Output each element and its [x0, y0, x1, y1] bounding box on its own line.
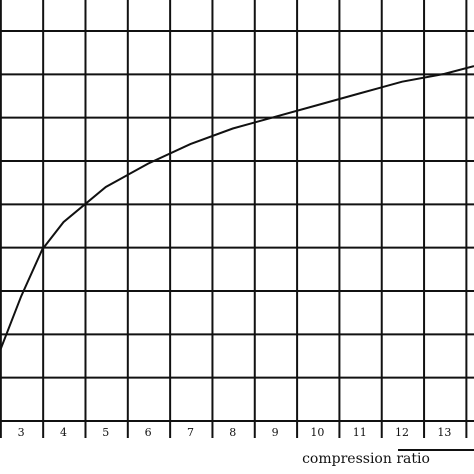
x-tick-label: 5 — [102, 426, 109, 439]
x-tick-label: 12 — [395, 426, 409, 439]
horizontal-gridlines — [0, 30, 474, 422]
x-tick-labels: 3 4 5 6 7 8 9 10 11 12 13 — [18, 426, 452, 439]
x-tick-label: 11 — [353, 426, 367, 439]
x-tick-label: 4 — [60, 426, 67, 439]
x-tick-label: 7 — [187, 426, 194, 439]
vertical-gridlines — [0, 0, 468, 438]
x-tick-label: 3 — [18, 426, 25, 439]
series-line — [0, 65, 474, 352]
x-tick-label: 9 — [272, 426, 279, 439]
x-tick-label: 6 — [145, 426, 152, 439]
x-tick-label: 13 — [437, 426, 451, 439]
x-axis-label: compression ratio — [302, 451, 430, 467]
x-tick-label: 8 — [229, 426, 236, 439]
x-tick-label: 10 — [310, 426, 324, 439]
